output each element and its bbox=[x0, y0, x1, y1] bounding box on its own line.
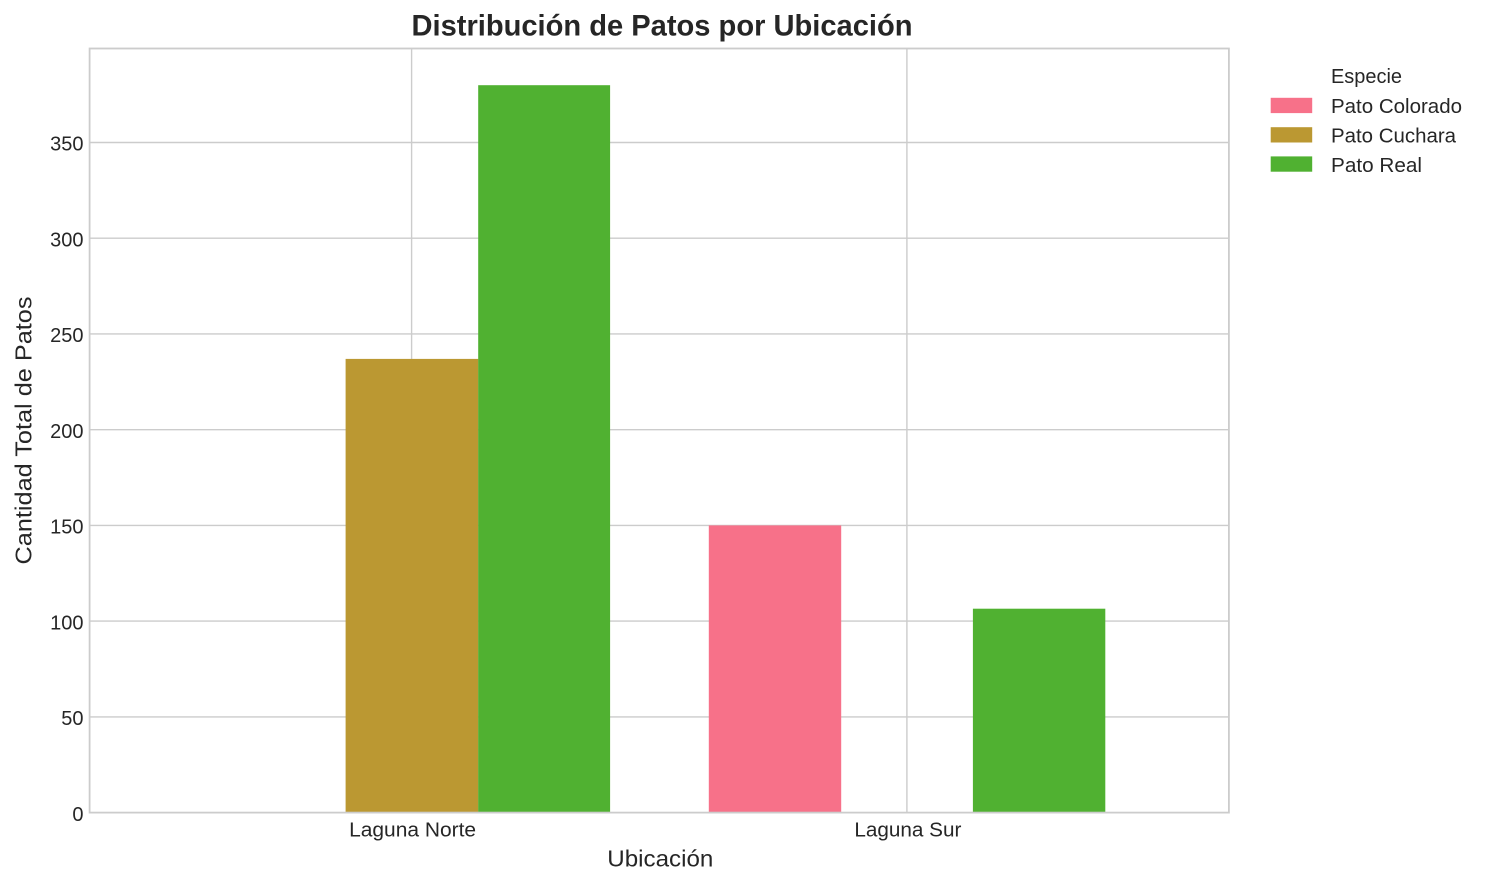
svg-text:Distribución de Patos por Ubic: Distribución de Patos por Ubicación bbox=[412, 9, 913, 42]
svg-text:Pato Real: Pato Real bbox=[1331, 155, 1422, 177]
svg-text:Laguna Norte: Laguna Norte bbox=[349, 819, 476, 841]
svg-text:50: 50 bbox=[61, 708, 83, 730]
svg-text:Pato Cuchara: Pato Cuchara bbox=[1331, 126, 1457, 148]
svg-text:300: 300 bbox=[50, 229, 83, 251]
svg-text:Laguna Sur: Laguna Sur bbox=[854, 819, 961, 841]
svg-text:Ubicación: Ubicación bbox=[607, 845, 713, 871]
svg-text:Pato Colorado: Pato Colorado bbox=[1331, 96, 1462, 118]
svg-text:100: 100 bbox=[50, 612, 83, 634]
svg-text:0: 0 bbox=[72, 804, 83, 826]
svg-text:250: 250 bbox=[50, 325, 83, 347]
svg-text:350: 350 bbox=[50, 134, 83, 156]
svg-text:200: 200 bbox=[50, 421, 83, 443]
svg-text:150: 150 bbox=[50, 517, 83, 539]
svg-text:Cantidad Total de Patos: Cantidad Total de Patos bbox=[11, 297, 37, 565]
svg-text:Especie: Especie bbox=[1331, 66, 1402, 88]
